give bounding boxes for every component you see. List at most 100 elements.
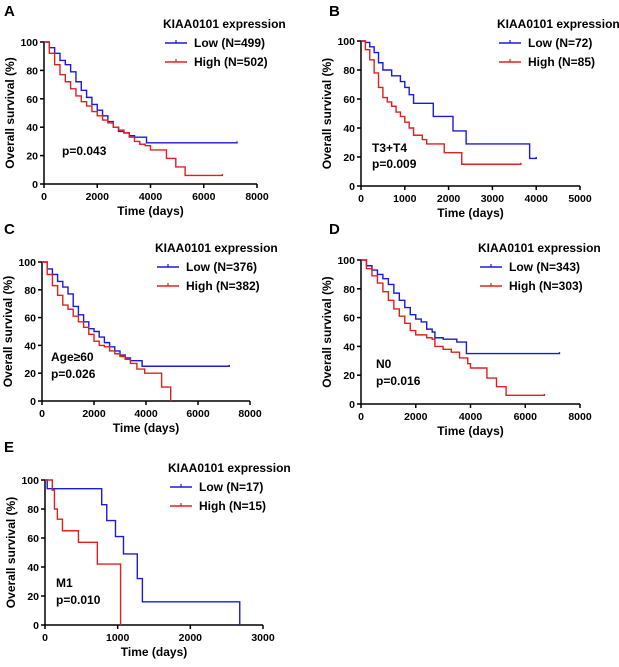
survival-curve-high: [42, 261, 172, 401]
x-tick-label: 5000: [568, 193, 592, 205]
y-tick-label: 100: [20, 37, 38, 49]
panel-d: D 0 20 40 60 80 100 0 2000 4000 6000 8000 Time (days…: [320, 221, 601, 438]
survival-curve-low: [361, 259, 561, 355]
p-value: p=0.026: [51, 367, 96, 381]
x-tick-label: 3000: [251, 632, 275, 644]
y-tick-label: 80: [343, 65, 355, 77]
y-tick-label: 20: [26, 151, 38, 163]
x-tick-label: 0: [41, 191, 47, 203]
x-tick-label: 1000: [106, 632, 130, 644]
x-axis-label: Time (days): [437, 424, 503, 438]
x-tick-label: 8000: [568, 411, 592, 423]
y-tick-label: 60: [343, 94, 355, 106]
y-axis-label: Overall survival (%): [320, 58, 334, 169]
survival-curve-low: [45, 479, 241, 625]
legend-title: KIAA0101 expression: [168, 461, 291, 475]
x-tick-label: 4000: [459, 411, 483, 423]
x-tick-label: 0: [42, 632, 48, 644]
y-tick-label: 100: [337, 36, 355, 48]
x-axis-label: Time (days): [117, 204, 183, 218]
legend-title: KIAA0101 expression: [163, 17, 286, 31]
y-tick-label: 100: [21, 475, 39, 487]
legend-label: High (N=502): [194, 55, 268, 69]
y-tick-label: 100: [18, 257, 36, 269]
panel-letter: D: [329, 221, 340, 238]
x-tick-label: 2000: [86, 191, 110, 203]
subgroup-label: N0: [376, 357, 392, 371]
y-tick-label: 60: [24, 313, 36, 325]
panel-letter: A: [4, 3, 15, 20]
y-tick-label: 80: [27, 504, 39, 516]
x-tick-label: 8000: [238, 408, 262, 420]
survival-curve-high: [361, 40, 522, 165]
subgroup-label: Age≥60: [51, 350, 94, 364]
x-tick-label: 0: [358, 411, 364, 423]
y-tick-label: 0: [32, 179, 38, 191]
p-value: p=0.016: [376, 374, 421, 388]
x-tick-label: 0: [358, 193, 364, 205]
y-tick-label: 60: [26, 94, 38, 106]
p-value: p=0.010: [56, 593, 101, 607]
legend-label: High (N=15): [199, 499, 266, 513]
panel-c: C 0 20 40 60 80 100 0 2000 4000 6000 8000 Time (days…: [1, 221, 278, 435]
y-tick-label: 20: [343, 152, 355, 164]
y-tick-label: 100: [337, 255, 355, 267]
x-tick-label: 6000: [186, 408, 210, 420]
y-tick-label: 40: [27, 562, 39, 574]
survival-curve-low: [361, 40, 537, 160]
x-tick-label: 4000: [525, 193, 549, 205]
survival-curve-high: [45, 479, 122, 625]
y-tick-label: 40: [26, 122, 38, 134]
legend-label: Low (N=17): [199, 480, 263, 494]
x-tick-label: 4000: [134, 408, 158, 420]
y-tick-label: 80: [24, 285, 36, 297]
x-tick-label: 2000: [179, 632, 203, 644]
y-tick-label: 0: [33, 620, 39, 632]
p-value: p=0.043: [62, 144, 107, 158]
y-tick-label: 40: [24, 340, 36, 352]
p-value: p=0.009: [372, 157, 417, 171]
y-tick-label: 20: [27, 591, 39, 603]
x-tick-label: 4000: [139, 191, 163, 203]
panel-letter: E: [4, 439, 14, 456]
x-axis-label: Time (days): [121, 645, 187, 659]
y-axis-label: Overall survival (%): [3, 57, 17, 168]
survival-curve-high: [361, 259, 546, 397]
legend-title: KIAA0101 expression: [155, 241, 278, 255]
y-axis-label: Overall survival (%): [320, 276, 334, 387]
y-tick-label: 80: [343, 284, 355, 296]
y-tick-label: 0: [349, 181, 355, 193]
x-tick-label: 8000: [245, 191, 269, 203]
y-tick-label: 60: [343, 313, 355, 325]
x-tick-label: 0: [39, 408, 45, 420]
x-tick-label: 6000: [192, 191, 216, 203]
legend-label: Low (N=376): [186, 260, 257, 274]
subgroup-label: T3+T4: [372, 141, 407, 155]
legend-title: KIAA0101 expression: [478, 241, 601, 255]
y-tick-label: 20: [343, 370, 355, 382]
y-axis-label: Overall survival (%): [4, 497, 18, 608]
survival-curve-high: [44, 41, 224, 177]
legend-label: Low (N=499): [194, 36, 265, 50]
x-tick-label: 2000: [82, 408, 106, 420]
panel-letter: C: [4, 221, 15, 238]
legend-title: KIAA0101 expression: [497, 17, 619, 31]
y-tick-label: 60: [27, 533, 39, 545]
x-axis-label: Time (days): [113, 421, 179, 435]
y-tick-label: 0: [349, 399, 355, 411]
x-tick-label: 2000: [437, 193, 461, 205]
y-tick-label: 80: [26, 65, 38, 77]
legend-label: High (N=85): [528, 55, 595, 69]
subgroup-label: M1: [56, 576, 73, 590]
panel-letter: B: [329, 3, 340, 20]
x-tick-label: 3000: [481, 193, 505, 205]
y-tick-label: 0: [30, 396, 36, 408]
y-tick-label: 20: [24, 368, 36, 380]
x-tick-label: 1000: [393, 193, 417, 205]
panel-a: A 0 20 40 60 80 100 0 2000 4000 6000 8000 Time (days…: [3, 3, 286, 218]
x-axis-label: Time (days): [437, 206, 503, 220]
y-tick-label: 40: [343, 341, 355, 353]
